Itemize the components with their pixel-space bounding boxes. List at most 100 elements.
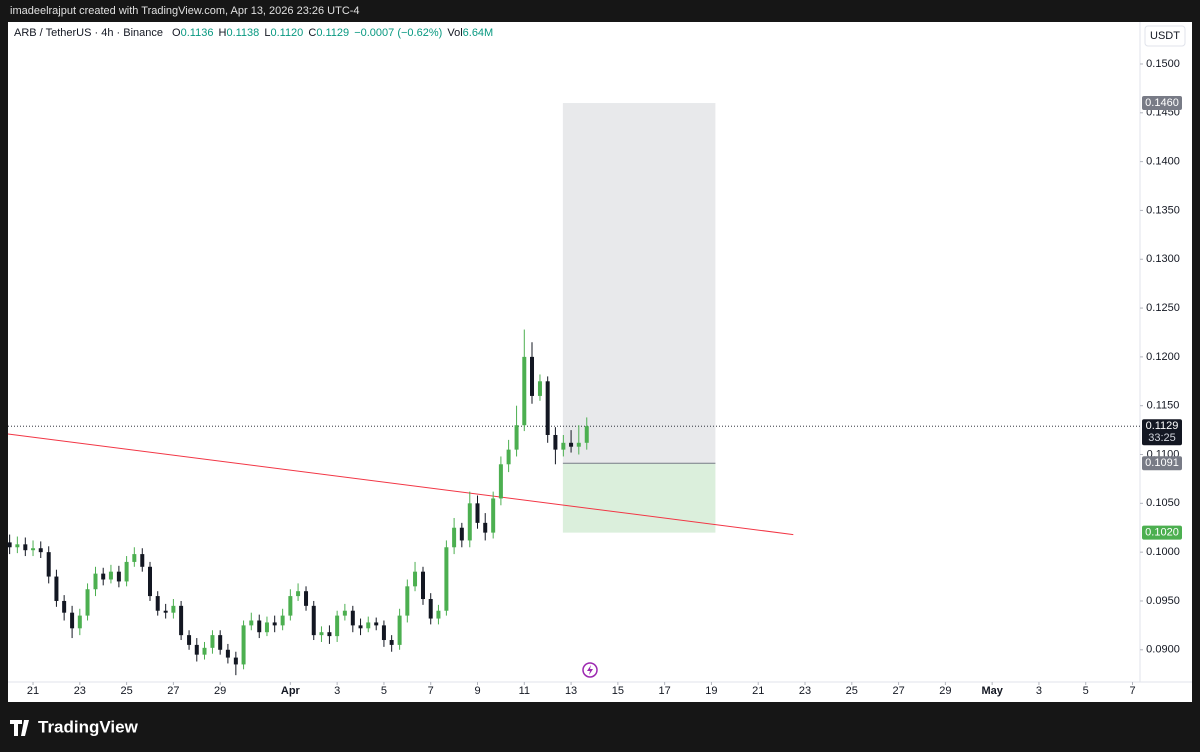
y-tick-label: 0.1050	[1146, 497, 1180, 509]
candle-body	[31, 548, 36, 551]
candle-body	[46, 552, 51, 577]
candle-body	[288, 596, 293, 616]
entry-tag: 0.1091	[1145, 457, 1179, 469]
change: −0.0007 (−0.62%)	[354, 27, 442, 39]
x-tick-label: 27	[892, 685, 904, 697]
countdown: 33:25	[1148, 432, 1176, 444]
candle-body	[202, 647, 207, 655]
y-tick-label: 0.1200	[1146, 351, 1180, 363]
y-tick-label: 0.1500	[1146, 58, 1180, 70]
alert-icon[interactable]	[582, 662, 598, 678]
candle-body	[225, 649, 230, 658]
volume: 6.64M	[463, 27, 494, 39]
candle-body	[522, 356, 527, 426]
candle-body	[210, 635, 215, 648]
candle-body	[163, 610, 168, 613]
y-tick-label: 0.0950	[1146, 595, 1180, 607]
stop-zone	[562, 103, 716, 464]
candle-body	[15, 544, 20, 548]
candle-body	[296, 591, 301, 597]
candle-body	[397, 615, 402, 645]
candle-body	[483, 522, 488, 533]
ohlc-value: 0.1129	[316, 27, 349, 39]
candle-body	[249, 620, 254, 626]
candle-body	[280, 615, 285, 626]
candle-body	[467, 503, 472, 541]
currency[interactable]: USDT	[1150, 30, 1180, 42]
candle-body	[576, 442, 581, 447]
candle-body	[116, 571, 121, 582]
candle-body	[62, 600, 67, 613]
brand: TradingView	[38, 717, 139, 736]
candle-body	[187, 635, 192, 645]
y-tick-label: 0.1300	[1146, 253, 1180, 265]
x-tick-label: 29	[214, 685, 226, 697]
x-tick-label: 21	[752, 685, 764, 697]
candle-body	[366, 622, 371, 629]
candle-body	[85, 589, 90, 616]
x-tick-label: 3	[334, 685, 340, 697]
candle-body	[264, 622, 269, 633]
candle-body	[272, 622, 277, 626]
currency-button[interactable]	[1144, 25, 1186, 47]
trendline	[7, 433, 794, 536]
candle-body	[218, 635, 223, 650]
candle-body	[420, 571, 425, 600]
candle-body	[327, 632, 332, 637]
last-price-tag: 0.1129	[1146, 420, 1179, 432]
stop-tag-bg	[1142, 96, 1182, 111]
candle-body	[475, 503, 480, 523]
candle-body	[514, 425, 519, 450]
stop-tag: 0.1460	[1145, 97, 1179, 109]
candle-body	[413, 571, 418, 587]
x-tick-label: 7	[428, 685, 434, 697]
ohlc-label: L	[264, 27, 270, 39]
candle-body	[70, 612, 75, 629]
x-tick-label: 23	[74, 685, 86, 697]
x-tick-label: 23	[799, 685, 811, 697]
candle-body	[569, 442, 574, 447]
candle-body	[194, 644, 199, 655]
candle-body	[498, 464, 503, 499]
chart-area	[8, 22, 1192, 702]
y-tick-label: 0.1350	[1146, 204, 1180, 216]
candle-body	[459, 527, 464, 541]
x-tick-label: 17	[659, 685, 671, 697]
x-tick-label: 21	[27, 685, 39, 697]
candle-body	[537, 381, 542, 396]
candle-body	[38, 548, 43, 553]
x-tick-label: 19	[705, 685, 717, 697]
candle-body	[132, 554, 137, 562]
x-tick-label: 25	[120, 685, 132, 697]
ohlc-label: O	[172, 27, 181, 39]
ohlc-value: 0.1120	[270, 27, 303, 39]
brand-logo: TradingView	[10, 717, 139, 736]
candle-body	[491, 498, 496, 533]
x-tick-label: 27	[167, 685, 179, 697]
candle-body	[381, 625, 386, 641]
candle-body	[155, 596, 160, 611]
x-tick-label: May	[981, 685, 1003, 697]
candle-body	[147, 566, 152, 597]
target-tag-bg	[1142, 525, 1182, 540]
ohlc-label: H	[219, 27, 227, 39]
candle-body	[335, 615, 340, 637]
candle-body	[54, 576, 59, 601]
y-tick-label: 0.1000	[1146, 546, 1180, 558]
candle-body	[428, 599, 433, 619]
candle-body	[140, 554, 145, 567]
candle-body	[452, 527, 457, 548]
candle-body	[108, 571, 113, 580]
candle-body	[93, 573, 98, 590]
candle-body	[319, 632, 324, 636]
x-tick-label: 5	[1083, 685, 1089, 697]
legend: ARB / TetherUS · 4h · Binance O0.1136 H0…	[14, 27, 493, 39]
ohlc-label: C	[308, 27, 316, 39]
candle-body	[23, 544, 28, 551]
x-tick-label: 29	[939, 685, 951, 697]
candle-body	[389, 640, 394, 645]
candle-body	[350, 610, 355, 626]
volume-label: Vol	[447, 27, 462, 39]
candle-body	[444, 547, 449, 611]
